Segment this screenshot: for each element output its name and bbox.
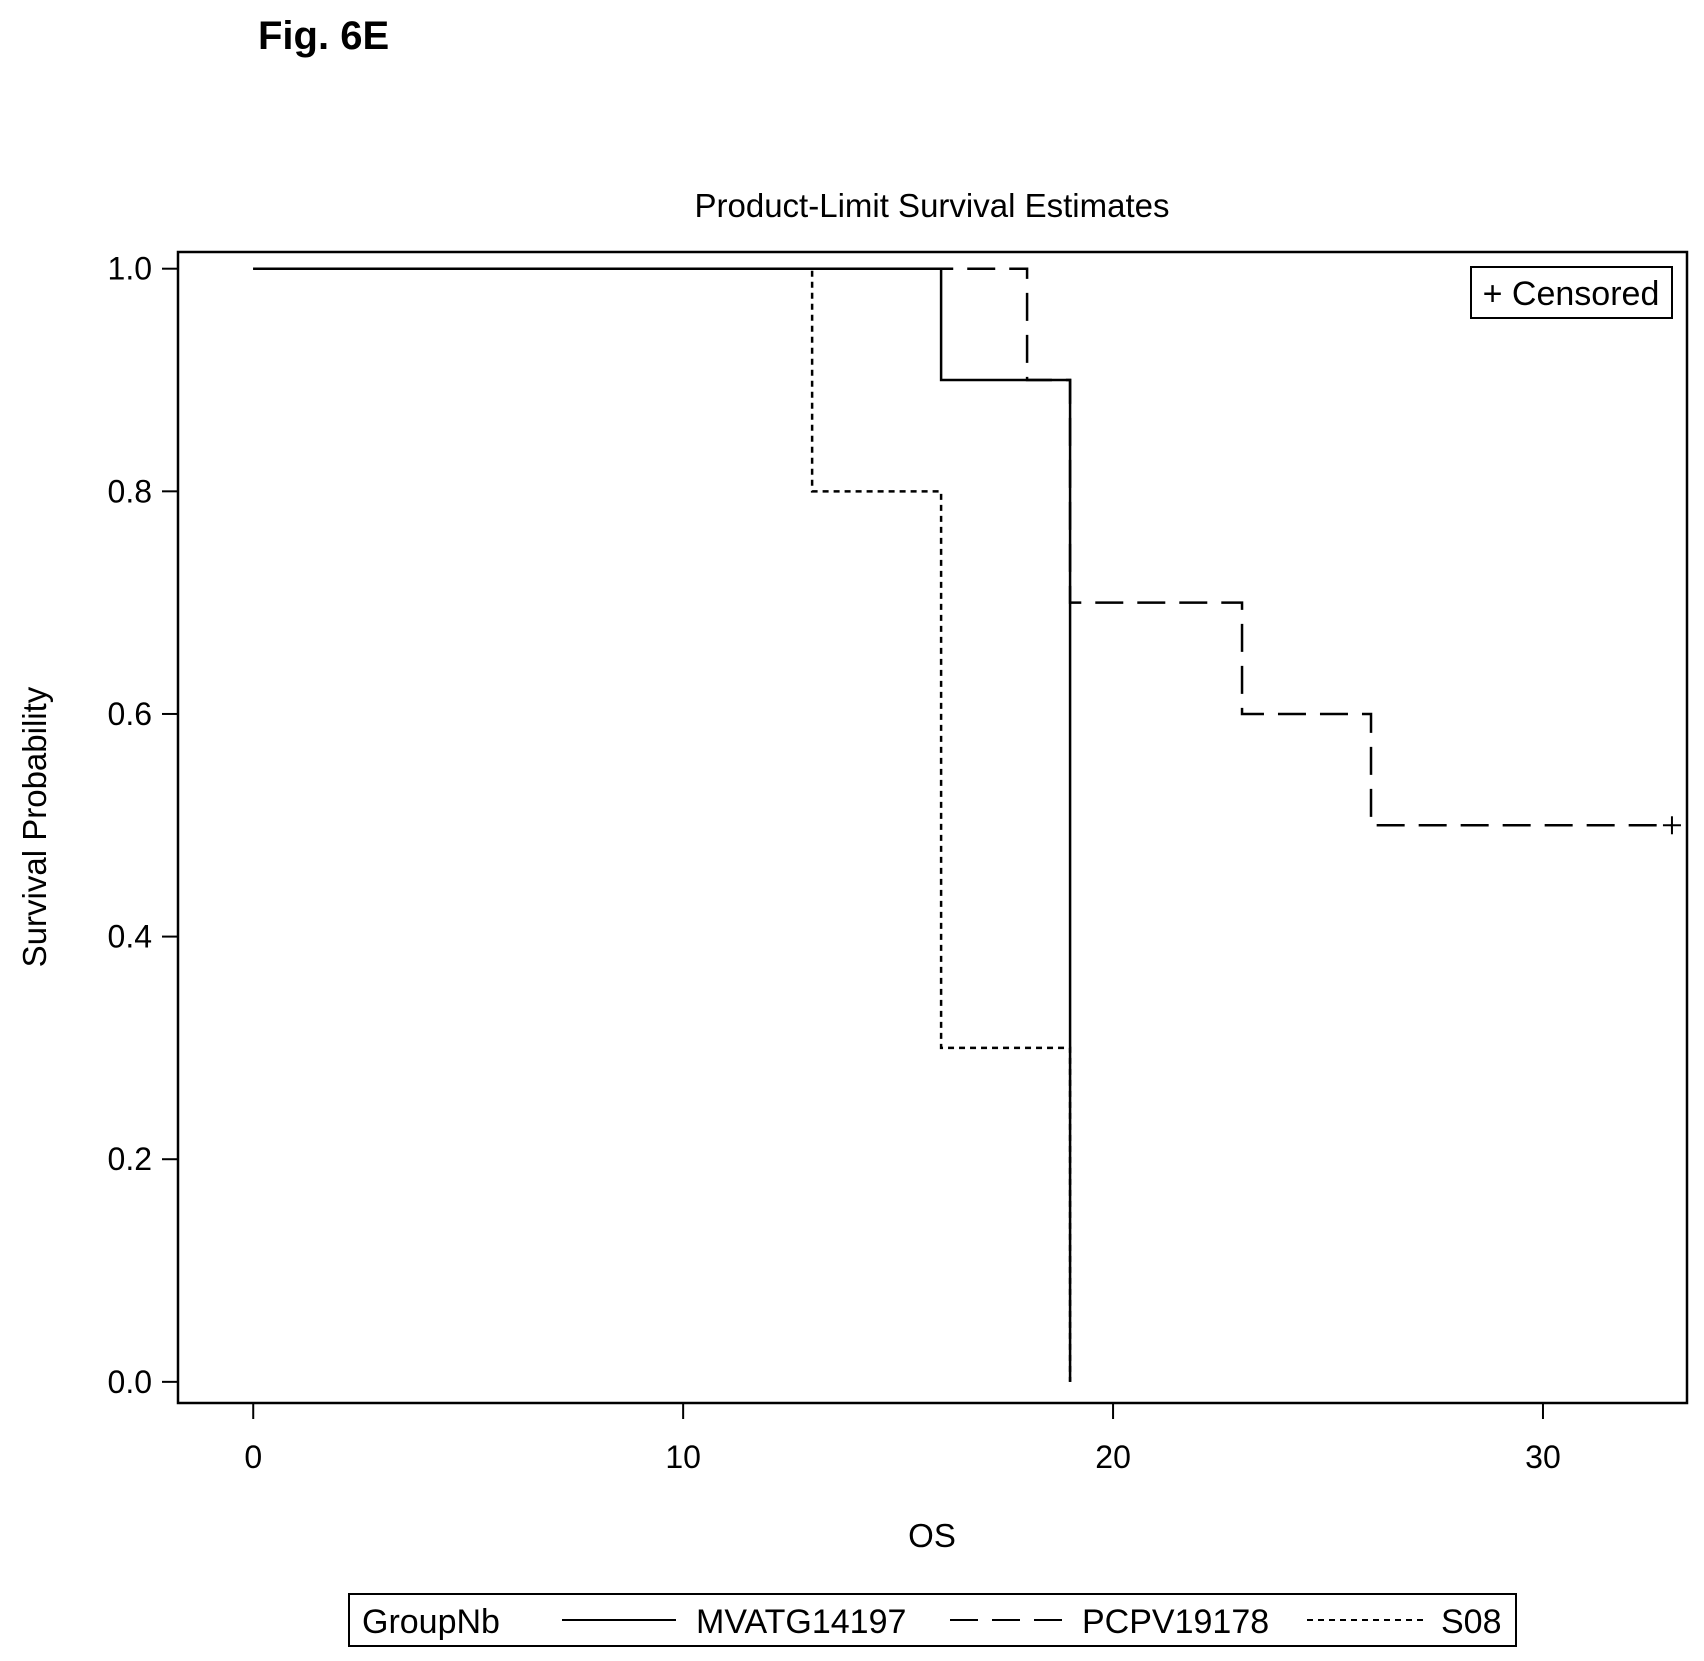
x-axis-label: OS xyxy=(908,1517,956,1554)
x-tick-label-1: 10 xyxy=(665,1439,701,1475)
series-line-mvatg14197 xyxy=(253,267,1072,1382)
y-axis-label: Survival Probability xyxy=(16,686,53,967)
y-tick-label-1: 0.2 xyxy=(108,1141,152,1177)
figure-label: Fig. 6E xyxy=(258,14,389,58)
y-tick-label-2: 0.4 xyxy=(108,919,152,955)
censor-mark-pcpv19178-0 xyxy=(1662,816,1681,835)
censor-note: + Censored xyxy=(1470,266,1673,319)
censor-note-box xyxy=(1470,266,1673,319)
legend-title: GroupNb xyxy=(362,1603,500,1641)
series-line-s08 xyxy=(253,267,1072,1382)
x-tick-label-0: 0 xyxy=(244,1439,262,1475)
x-tick-label-3: 30 xyxy=(1525,1439,1561,1475)
series-line-pcpv19178 xyxy=(253,267,1672,827)
x-axis: 0 10 20 30 xyxy=(244,1403,1561,1475)
legend-label-mvatg14197: MVATG14197 xyxy=(696,1603,906,1641)
series-layer xyxy=(253,267,1681,1382)
y-axis: 0.0 0.2 0.4 0.6 0.8 1.0 xyxy=(108,251,178,1400)
y-tick-label-5: 1.0 xyxy=(108,251,152,287)
legend-label-s08: S08 xyxy=(1441,1603,1502,1641)
legend-label-pcpv19178: PCPV19178 xyxy=(1082,1603,1269,1641)
legend: GroupNb MVATG14197 PCPV19178 S08 xyxy=(348,1593,1517,1647)
chart-title: Product-Limit Survival Estimates xyxy=(695,187,1170,224)
y-tick-label-4: 0.8 xyxy=(108,473,152,509)
y-tick-label-3: 0.6 xyxy=(108,696,152,732)
y-tick-label-0: 0.0 xyxy=(108,1364,152,1400)
plot-frame xyxy=(176,250,1689,1405)
censor-note-text: + Censored xyxy=(1483,275,1660,313)
x-tick-label-2: 20 xyxy=(1095,1439,1131,1475)
